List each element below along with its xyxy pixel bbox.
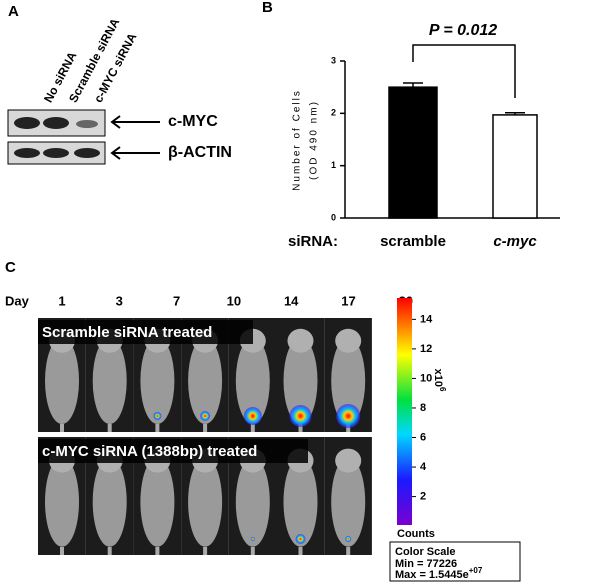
mouse-body bbox=[331, 337, 366, 425]
colorbar-tick-label: 6 bbox=[420, 431, 426, 443]
group-label: Scramble siRNA treated bbox=[42, 324, 212, 341]
signal bbox=[345, 536, 352, 542]
signal bbox=[200, 411, 211, 421]
mouse-tail bbox=[250, 424, 255, 432]
group-label-bg bbox=[38, 320, 253, 344]
band bbox=[14, 117, 40, 129]
day-label: 17 bbox=[341, 293, 355, 308]
mouse-body bbox=[188, 337, 223, 425]
panel-label: C bbox=[5, 259, 16, 276]
mouse-tail bbox=[298, 424, 303, 432]
mouse-tail bbox=[155, 424, 160, 432]
y-axis-label: (OD 490 nm) bbox=[309, 100, 320, 180]
panel-label: A bbox=[8, 3, 19, 20]
day-label: 7 bbox=[173, 293, 180, 308]
annotation: P = 0.012 bbox=[429, 22, 497, 39]
bar bbox=[388, 86, 438, 219]
mouse-tail bbox=[107, 424, 112, 432]
scale-box bbox=[389, 541, 521, 582]
mouse-body bbox=[45, 457, 79, 547]
scale-title: Color Scale bbox=[395, 546, 456, 558]
band-label: β-ACTIN bbox=[168, 144, 232, 161]
colorbar-title: Counts bbox=[397, 528, 435, 540]
mouse-body bbox=[235, 337, 270, 425]
mouse-body bbox=[331, 457, 366, 547]
bracket bbox=[412, 44, 516, 98]
mouse-tail bbox=[60, 547, 64, 555]
mouse-head bbox=[335, 328, 362, 353]
group-label: c-MYC siRNA (1388bp) treated bbox=[42, 443, 257, 460]
mouse-body bbox=[283, 337, 318, 425]
mouse-head bbox=[335, 448, 362, 473]
mouse-body bbox=[140, 337, 175, 425]
band bbox=[14, 148, 40, 158]
signal bbox=[243, 407, 262, 425]
mouse-tail bbox=[60, 424, 64, 432]
mouse-body bbox=[140, 457, 175, 547]
day-label: 1 bbox=[58, 293, 65, 308]
day-label: 3 bbox=[116, 293, 123, 308]
signal bbox=[250, 537, 255, 541]
colorbar-tick-label: 10 bbox=[420, 372, 432, 384]
mouse-head bbox=[287, 328, 314, 353]
scale-min: Min = 77226 bbox=[395, 558, 457, 570]
colorbar-tick-label: 8 bbox=[420, 402, 426, 414]
x-tick-label: c-myc bbox=[493, 233, 537, 250]
mouse-body bbox=[235, 457, 270, 547]
band bbox=[43, 117, 69, 129]
x-axis-title: siRNA: bbox=[288, 233, 338, 250]
mouse-tail bbox=[203, 547, 208, 555]
mouse-body bbox=[283, 457, 318, 547]
arrows bbox=[110, 115, 160, 160]
y-tick-label: 2 bbox=[331, 108, 336, 118]
day-label: Day bbox=[5, 293, 30, 308]
colorbar-tick-label: 4 bbox=[420, 461, 427, 473]
colorbar-tick-label: 12 bbox=[420, 343, 432, 355]
panel-label: B bbox=[262, 0, 273, 16]
colorbar-unit: x106 bbox=[432, 369, 447, 392]
mouse-body bbox=[188, 457, 223, 547]
mouse-tail bbox=[298, 547, 303, 555]
band bbox=[76, 120, 98, 128]
colorbar-tick-label: 14 bbox=[420, 313, 433, 325]
scale-max: Max = 1.5445e+07 bbox=[395, 566, 483, 581]
mouse-tail bbox=[346, 547, 351, 555]
colorbar-tick-label: 2 bbox=[420, 491, 426, 503]
y-tick-label: 3 bbox=[331, 55, 336, 65]
y-tick-label: 0 bbox=[331, 212, 336, 222]
band bbox=[74, 148, 100, 158]
bar bbox=[492, 114, 538, 219]
group-label-bg bbox=[38, 439, 308, 463]
y-tick-label: 1 bbox=[331, 160, 336, 170]
band bbox=[43, 148, 69, 158]
band-label: c-MYC bbox=[168, 113, 218, 130]
day-label: 10 bbox=[227, 293, 241, 308]
day-label: 14 bbox=[284, 293, 299, 308]
mouse-body bbox=[45, 337, 79, 425]
mouse-tail bbox=[203, 424, 208, 432]
signal bbox=[336, 404, 361, 428]
mouse-tail bbox=[107, 547, 112, 555]
signal bbox=[289, 405, 312, 427]
mouse-body bbox=[92, 457, 127, 547]
y-axis-label: Number of Cells bbox=[292, 89, 303, 191]
mouse-tail bbox=[155, 547, 160, 555]
mouse-body bbox=[92, 337, 127, 425]
x-tick-label: scramble bbox=[380, 233, 446, 250]
signal bbox=[295, 534, 306, 544]
colorbar bbox=[397, 298, 412, 525]
signal bbox=[153, 412, 162, 420]
mouse-tail bbox=[250, 547, 255, 555]
